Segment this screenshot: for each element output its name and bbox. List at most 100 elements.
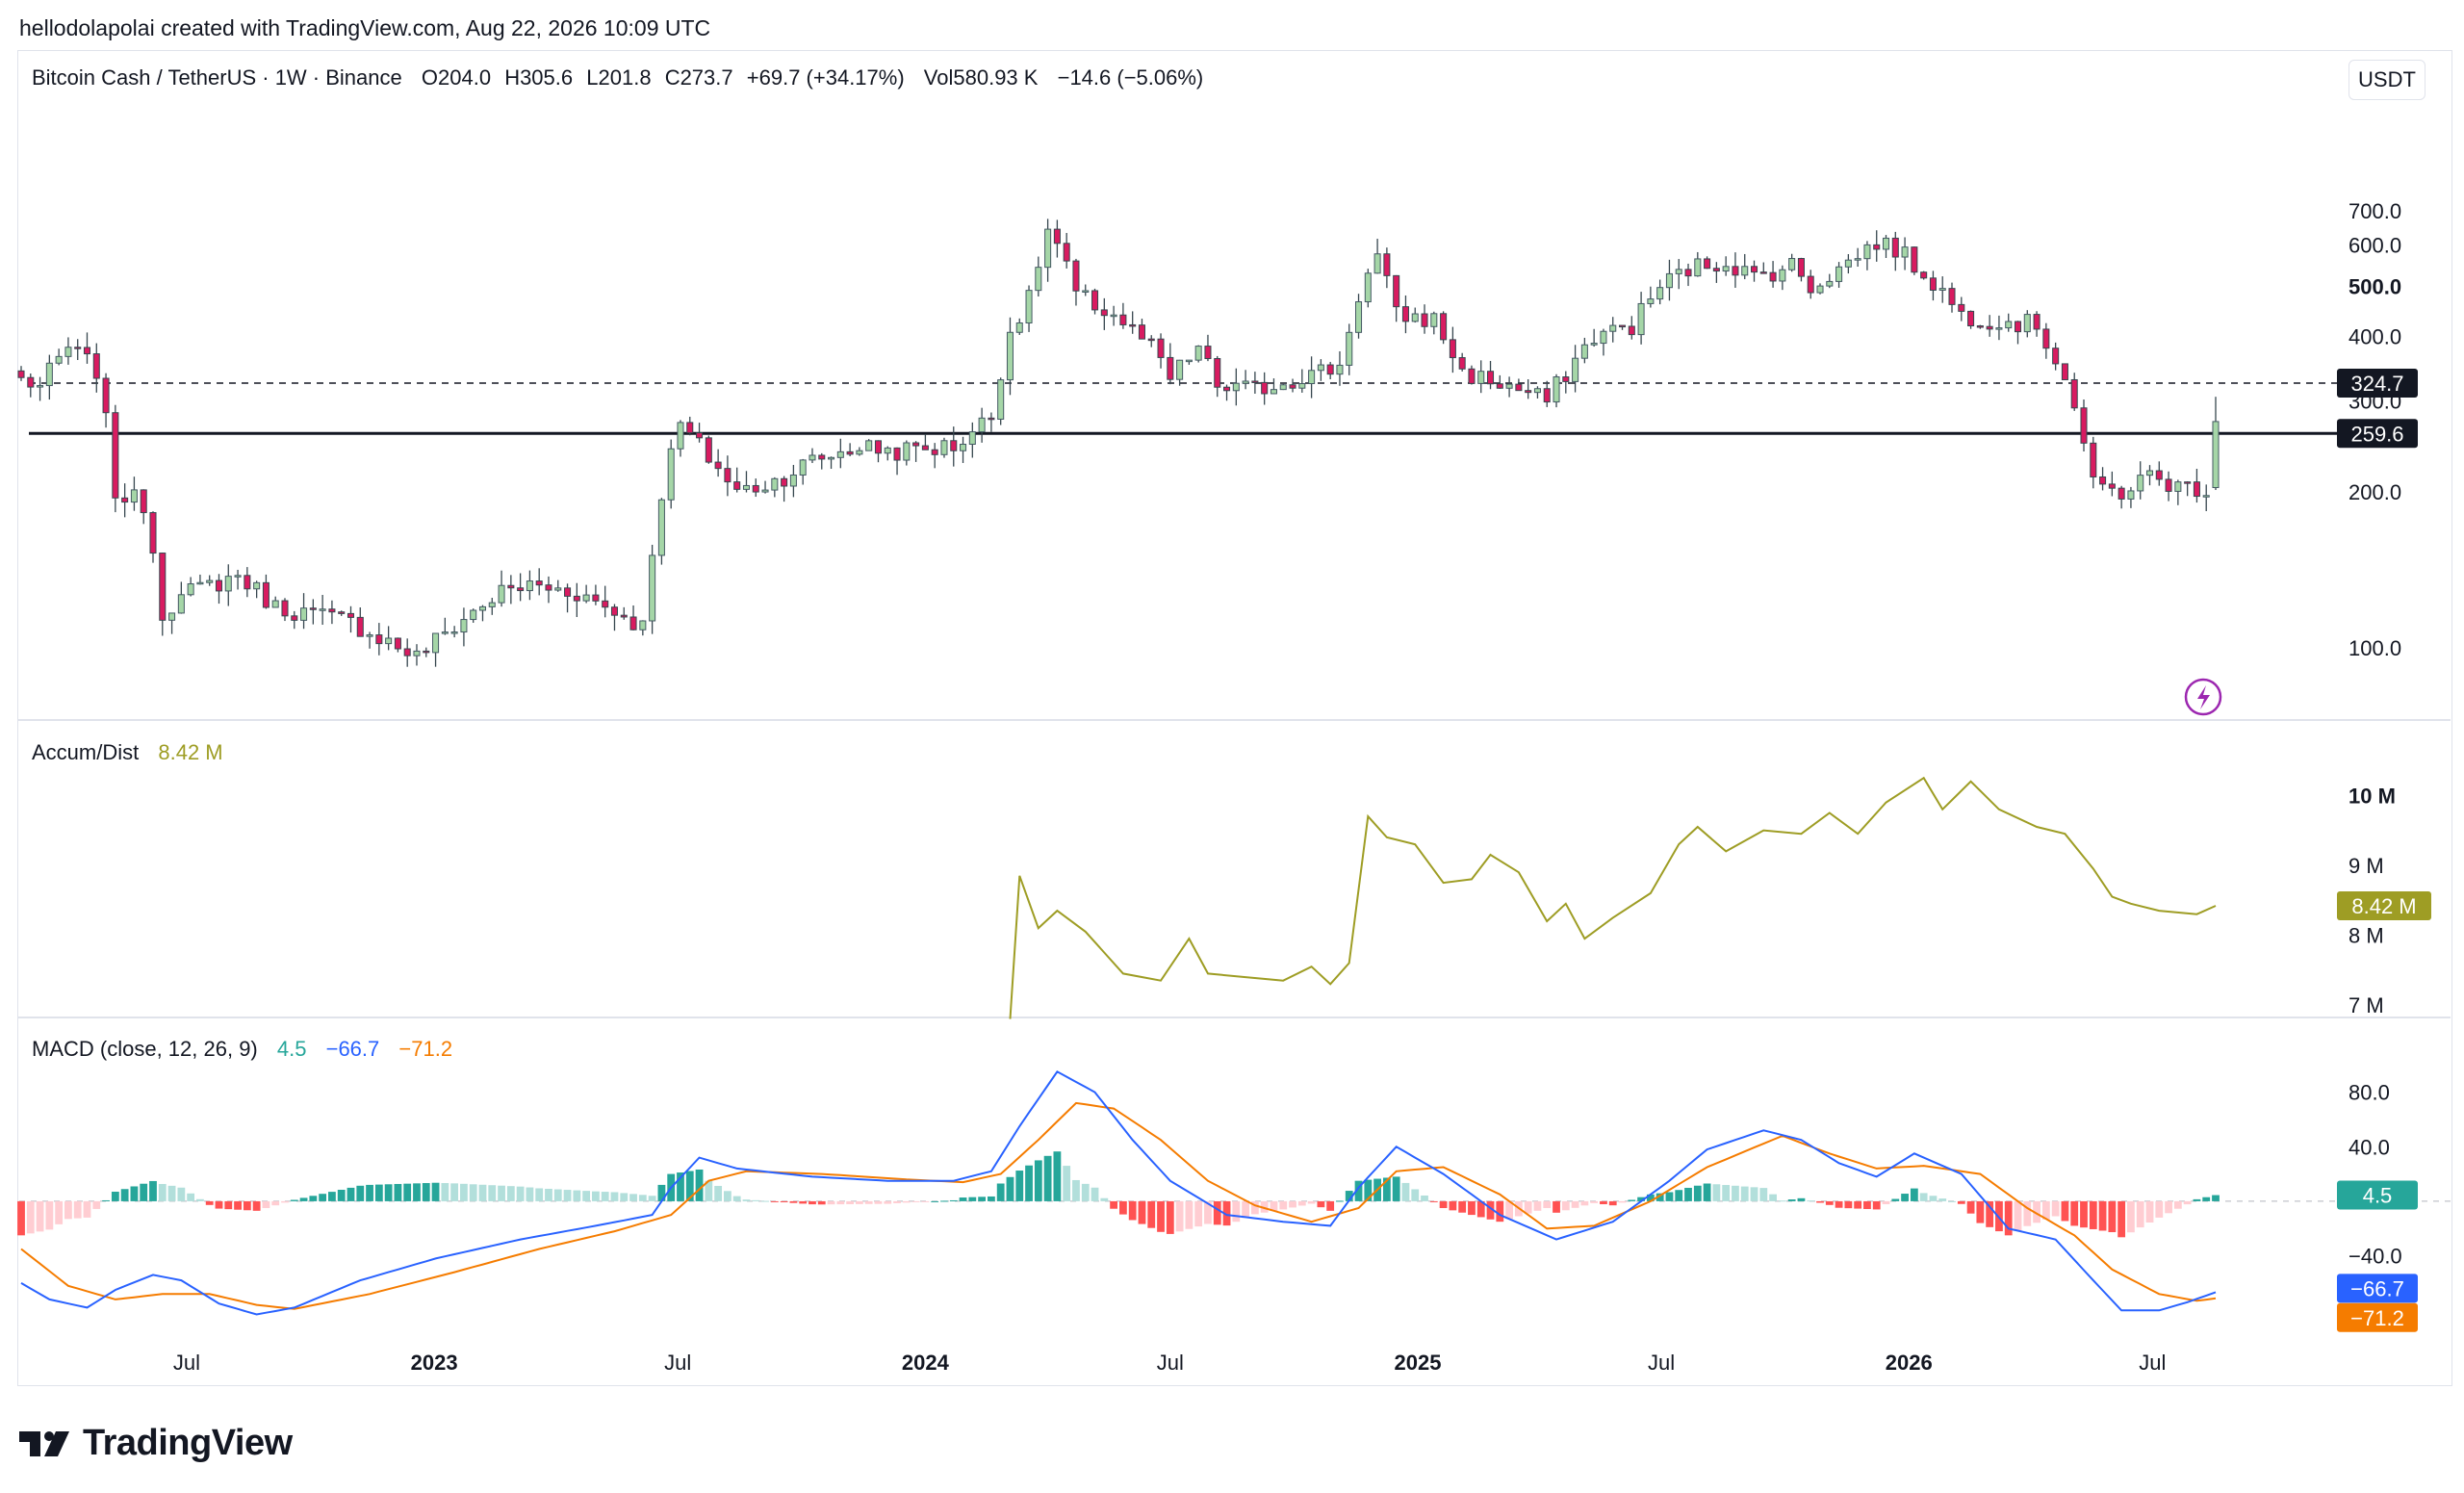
candle[interactable]	[450, 626, 458, 638]
candle[interactable]	[1487, 360, 1495, 390]
candle[interactable]	[346, 605, 355, 633]
candle[interactable]	[1958, 296, 1965, 322]
candle[interactable]	[253, 580, 261, 599]
accum-dist-title[interactable]: Accum/Dist	[32, 740, 140, 764]
candle[interactable]	[1091, 288, 1099, 315]
macd-line-tag[interactable]	[2337, 1274, 2418, 1303]
candle[interactable]	[1223, 384, 1231, 401]
candle[interactable]	[554, 579, 562, 592]
candle[interactable]	[761, 480, 769, 494]
candle[interactable]	[1873, 230, 1881, 262]
candle[interactable]	[657, 498, 665, 565]
candle[interactable]	[64, 337, 72, 365]
candle[interactable]	[507, 575, 515, 605]
candle[interactable]	[1468, 365, 1476, 385]
candle[interactable]	[1826, 273, 1834, 289]
candle[interactable]	[733, 467, 741, 493]
candle[interactable]	[1072, 258, 1080, 306]
candle[interactable]	[1242, 370, 1249, 390]
candle[interactable]	[1477, 360, 1485, 394]
candle[interactable]	[620, 606, 628, 620]
candle[interactable]	[2014, 321, 2022, 345]
candle[interactable]	[83, 332, 91, 364]
candle[interactable]	[1251, 372, 1259, 395]
candle[interactable]	[2118, 485, 2125, 509]
candle[interactable]	[781, 476, 788, 502]
candle[interactable]	[856, 447, 863, 456]
candle[interactable]	[639, 620, 647, 636]
candle[interactable]	[1129, 311, 1137, 334]
candle[interactable]	[799, 458, 807, 485]
candle[interactable]	[893, 447, 901, 476]
candle[interactable]	[1948, 282, 1956, 313]
candle[interactable]	[2070, 373, 2078, 411]
candle[interactable]	[1289, 378, 1296, 393]
candle[interactable]	[2033, 311, 2040, 337]
candle[interactable]	[149, 511, 157, 563]
candle[interactable]	[1882, 235, 1890, 259]
candle[interactable]	[1279, 383, 1287, 391]
candle[interactable]	[865, 439, 873, 451]
candle[interactable]	[1100, 297, 1108, 330]
candle[interactable]	[1562, 371, 1570, 394]
candle[interactable]	[37, 376, 44, 401]
macd-title[interactable]: MACD (close, 12, 26, 9)	[32, 1037, 258, 1061]
candle[interactable]	[1015, 318, 1023, 335]
macd-signal-tag[interactable]	[2337, 1302, 2418, 1332]
price-line-tag[interactable]	[2337, 369, 2418, 399]
candle[interactable]	[1656, 279, 1664, 305]
candle[interactable]	[1440, 311, 1448, 345]
candle[interactable]	[1261, 372, 1269, 405]
candle[interactable]	[1797, 257, 1805, 282]
lightning-icon[interactable]	[2184, 678, 2222, 716]
candle[interactable]	[366, 631, 373, 649]
candle[interactable]	[2099, 467, 2107, 491]
candle[interactable]	[677, 420, 684, 457]
candle[interactable]	[423, 647, 430, 657]
candle[interactable]	[1938, 276, 1946, 303]
candle[interactable]	[1572, 345, 1579, 393]
candle[interactable]	[714, 449, 722, 477]
macd-signal-line[interactable]	[20, 1101, 2217, 1310]
candle[interactable]	[564, 583, 572, 613]
candle[interactable]	[1232, 368, 1240, 406]
candle[interactable]	[1533, 386, 1541, 399]
candle[interactable]	[2155, 461, 2163, 486]
candle[interactable]	[309, 599, 317, 625]
candle[interactable]	[234, 569, 242, 590]
candle[interactable]	[1920, 270, 1928, 280]
candle[interactable]	[960, 436, 967, 463]
candle[interactable]	[931, 443, 938, 469]
candle[interactable]	[1505, 376, 1513, 398]
candle[interactable]	[686, 416, 694, 436]
candle[interactable]	[1515, 378, 1523, 392]
candle[interactable]	[1750, 260, 1758, 282]
candle[interactable]	[1967, 310, 1975, 329]
candle[interactable]	[281, 598, 289, 622]
candle[interactable]	[1035, 256, 1042, 296]
candle[interactable]	[271, 596, 279, 608]
candle[interactable]	[1401, 295, 1409, 334]
candle[interactable]	[385, 626, 393, 651]
candle[interactable]	[1694, 251, 1702, 277]
candle[interactable]	[1609, 317, 1617, 343]
candle[interactable]	[808, 448, 816, 464]
candle[interactable]	[2212, 397, 2220, 491]
candle[interactable]	[1741, 253, 1749, 280]
candle[interactable]	[2127, 486, 2135, 508]
candle[interactable]	[2193, 469, 2200, 503]
candle[interactable]	[1590, 328, 1598, 348]
candle[interactable]	[1722, 256, 1730, 276]
candle[interactable]	[1308, 356, 1316, 399]
candle[interactable]	[2090, 436, 2097, 489]
candle[interactable]	[1458, 352, 1466, 372]
candle[interactable]	[244, 567, 251, 598]
candle[interactable]	[592, 584, 600, 605]
candle[interactable]	[328, 600, 336, 625]
macd-histogram-tag[interactable]	[2337, 1180, 2418, 1210]
accum-dist-line[interactable]	[1009, 776, 2217, 1019]
candle[interactable]	[2184, 480, 2192, 497]
candle[interactable]	[1854, 247, 1861, 268]
candle[interactable]	[187, 577, 194, 597]
candle[interactable]	[338, 610, 346, 616]
